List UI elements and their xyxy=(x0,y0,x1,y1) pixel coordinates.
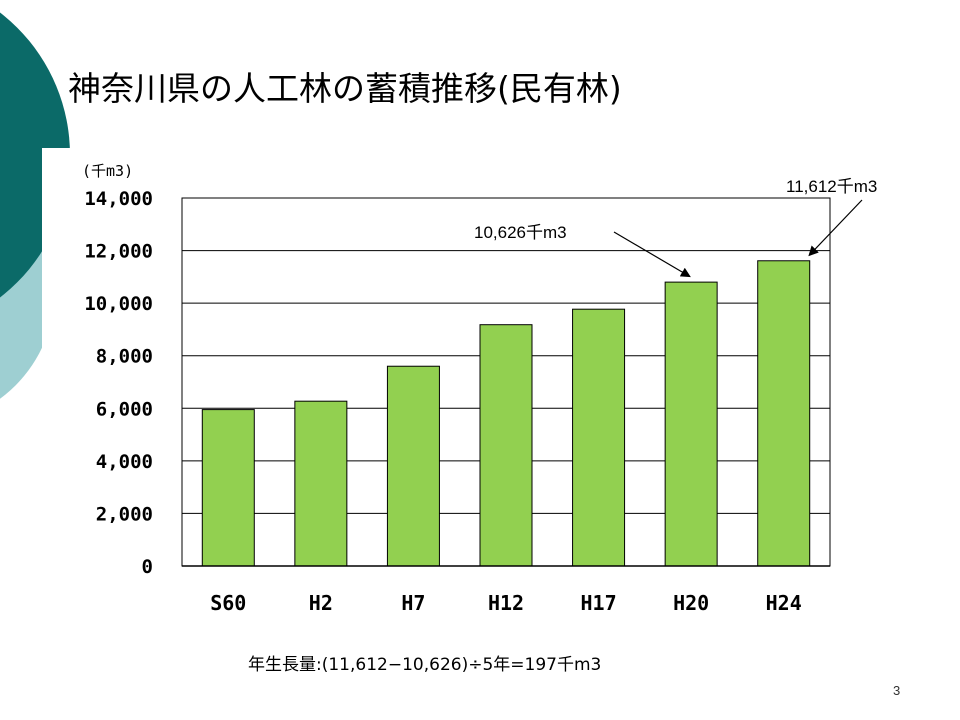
x-tick-label: H20 xyxy=(673,591,709,615)
y-axis-unit-label: (千m3) xyxy=(82,162,133,180)
y-tick-label: 4,000 xyxy=(96,451,153,473)
decorative-circles xyxy=(0,12,82,399)
y-tick-label: 10,000 xyxy=(84,293,153,315)
x-tick-label: H7 xyxy=(401,591,425,615)
y-tick-label: 0 xyxy=(142,556,153,578)
bar-h17 xyxy=(572,308,626,567)
x-tick-label: H24 xyxy=(766,591,802,615)
callout-label: 10,626千m3 xyxy=(474,223,567,242)
callout-arrow xyxy=(808,199,863,257)
bar-h7 xyxy=(386,365,440,567)
x-tick-labels: S60 H2 H7 H12 H17 H20 H24 xyxy=(210,591,802,615)
bar-h12 xyxy=(479,324,533,567)
axes xyxy=(181,197,831,567)
y-tick-labels: 0 2,000 4,000 6,000 8,000 10,000 12,000 14,000 xyxy=(84,188,153,578)
x-tick-label: S60 xyxy=(210,591,246,615)
bar-h24 xyxy=(757,260,811,567)
y-tick-label: 6,000 xyxy=(96,398,153,420)
annotations: 10,626千m3 11,612千m3 xyxy=(474,177,877,278)
callout-label: 11,612千m3 xyxy=(786,177,877,196)
y-tick-label: 2,000 xyxy=(96,503,153,525)
x-tick-label: H17 xyxy=(581,591,617,615)
y-tick-label: 14,000 xyxy=(84,188,153,210)
bar-s60 xyxy=(201,409,255,567)
deco-white-notch xyxy=(42,148,82,378)
page-title: 神奈川県の人工林の蓄積推移(民有林) xyxy=(68,69,622,108)
callout-arrow xyxy=(613,231,691,278)
page-number: 3 xyxy=(893,683,901,698)
annual-growth-footnote: 年生長量:(11,612−10,626)÷5年=197千m3 xyxy=(248,655,602,675)
x-tick-label: H2 xyxy=(309,591,333,615)
y-tick-label: 8,000 xyxy=(96,346,153,368)
y-tick-label: 12,000 xyxy=(84,241,153,263)
x-tick-label: H12 xyxy=(488,591,524,615)
bar-h20 xyxy=(664,281,718,567)
bars xyxy=(201,260,811,567)
bar-h2 xyxy=(294,400,348,567)
